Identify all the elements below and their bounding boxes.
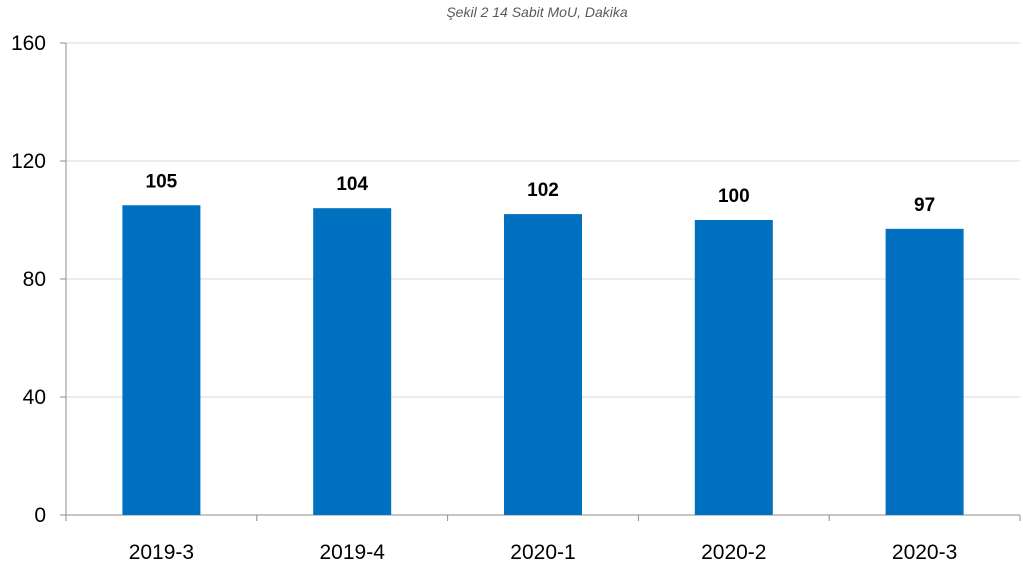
data-label: 105 xyxy=(146,171,178,192)
data-labels: 105 104 102 100 97 xyxy=(146,171,936,216)
x-axis-tick-labels: 2019-3 2019-4 2020-1 2020-2 2020-3 xyxy=(129,541,958,564)
y-tick-label: 160 xyxy=(11,32,46,55)
y-axis-tick-labels: 0 40 80 120 160 xyxy=(11,32,46,527)
bar-2019-4 xyxy=(313,208,392,515)
x-tick-label: 2019-4 xyxy=(320,541,386,564)
bar-2020-1 xyxy=(504,214,582,515)
x-tick-label: 2019-3 xyxy=(129,541,194,564)
y-tick-label: 80 xyxy=(23,268,46,291)
y-tick-label: 120 xyxy=(11,150,46,173)
data-label: 97 xyxy=(914,195,935,216)
bar-2019-3 xyxy=(122,205,201,515)
data-label: 100 xyxy=(718,186,750,207)
x-tick-label: 2020-2 xyxy=(701,541,766,564)
chart-title: Şekil 2 14 Sabit MoU, Dakika xyxy=(446,4,628,20)
bars xyxy=(122,205,964,515)
x-tick-label: 2020-1 xyxy=(510,541,575,564)
data-label: 102 xyxy=(527,180,559,201)
y-tick-label: 0 xyxy=(34,504,46,527)
data-label: 104 xyxy=(336,174,368,195)
x-tick-label: 2020-3 xyxy=(892,541,957,564)
bar-2020-3 xyxy=(885,228,964,515)
bar-2020-2 xyxy=(694,220,773,515)
y-tick-label: 40 xyxy=(23,386,46,409)
